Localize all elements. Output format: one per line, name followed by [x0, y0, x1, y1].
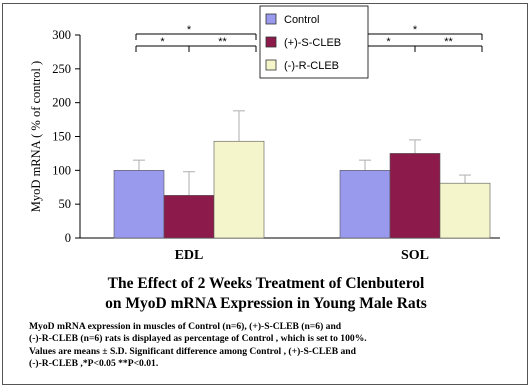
legend-label: Control: [284, 14, 319, 26]
x-category-label: SOL: [401, 248, 429, 263]
y-tick-label: 250: [52, 62, 71, 76]
sig-outer-label: *: [187, 24, 192, 36]
bar: [213, 140, 265, 239]
sig-inner-left-label: *: [160, 36, 165, 48]
bar: [389, 153, 441, 239]
y-tick-label: 300: [52, 28, 71, 42]
sig-inner-left-label: *: [386, 36, 391, 48]
figure-caption: MyoD mRNA expression in muscles of Contr…: [29, 321, 509, 371]
caption-line-1: MyoD mRNA expression in muscles of Contr…: [29, 321, 342, 332]
sig-inner-right-label: **: [444, 36, 453, 48]
legend-label: (+)-S-CLEB: [284, 37, 341, 49]
sig-inner-right-label: **: [218, 36, 227, 48]
figure-title-line2: on MyoD mRNA Expression in Young Male Ra…: [105, 295, 427, 312]
caption-line-4: (-)-R-CLEB ,*P<0.05 **P<0.01.: [29, 358, 159, 370]
bar: [113, 170, 165, 239]
caption-line-3: Values are means ± S.D. Significant diff…: [29, 345, 356, 357]
y-tick-label: 200: [52, 96, 71, 110]
x-category-label: EDL: [175, 248, 204, 263]
y-axis-label: MyoD mRNA ( % of control ): [29, 61, 43, 212]
bar: [439, 182, 491, 239]
legend-box: [259, 5, 369, 79]
sig-outer-label: *: [413, 24, 418, 36]
y-tick-label: 150: [52, 130, 71, 144]
y-tick-label: 0: [65, 231, 71, 245]
legend-label: (-)-R-CLEB: [284, 60, 339, 72]
figure-title-line1: The Effect of 2 Weeks Treatment of Clenb…: [107, 275, 425, 292]
legend-swatch: [265, 36, 277, 48]
legend-swatch: [265, 13, 277, 25]
y-tick-label: 50: [59, 197, 72, 211]
y-tick-label: 100: [52, 163, 71, 177]
bar: [339, 170, 391, 239]
bar: [163, 195, 215, 239]
caption-line-2: (-)-R-CLEB (n=6) rats is displayed as pe…: [29, 333, 367, 345]
legend-swatch: [265, 59, 277, 71]
